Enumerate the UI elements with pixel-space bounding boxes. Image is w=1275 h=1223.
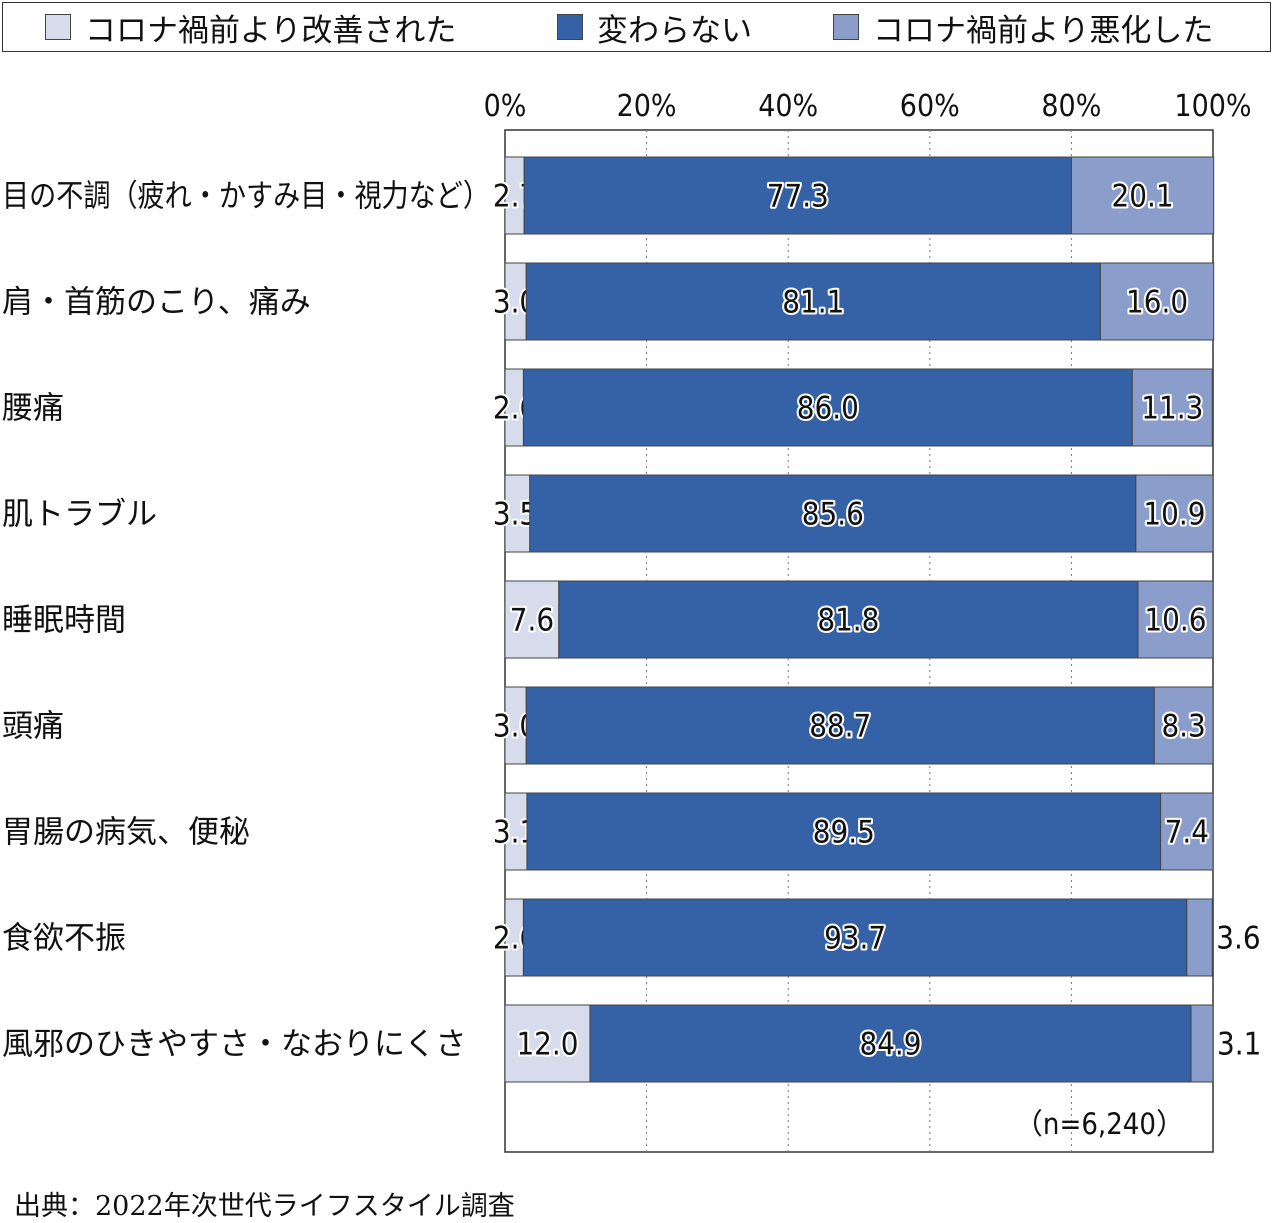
category-label: 目の不調（疲れ・かすみ目・視力など） <box>2 179 490 215</box>
data-label: 88.7 <box>809 709 871 745</box>
data-label: 85.6 <box>802 497 864 533</box>
bar-segment <box>1135 474 1214 553</box>
x-tick-label: 0% <box>484 89 527 124</box>
stacked-bar-chart: 0% 20% 40% 60% 80% 100%目の不調（疲れ・かすみ目・視力など） 2.7 7… <box>2 89 1261 1153</box>
category-label: 肌トラブル <box>2 497 157 533</box>
data-label: 7.4 <box>1165 815 1209 851</box>
data-label: 10.6 <box>1144 603 1206 639</box>
category-label: 睡眠時間 <box>2 603 126 639</box>
data-label: 3.6 <box>1216 921 1260 957</box>
bar-segment <box>558 580 1139 659</box>
data-label: 93.7 <box>824 921 886 957</box>
legend-item-worsened: コロナ禍前より悪化した <box>833 3 1213 51</box>
legend-item-unchanged: 変わらない <box>557 3 752 51</box>
data-label: 3.1 <box>1217 1027 1261 1063</box>
legend-label-worsened: コロナ禍前より悪化した <box>873 12 1214 49</box>
bar-segment <box>1137 580 1214 659</box>
category-label: 頭痛 <box>2 709 64 745</box>
legend-item-improved: コロナ禍前より改善された <box>45 3 456 51</box>
bar-segment <box>523 156 1072 235</box>
legend-swatch-worsened <box>833 14 859 40</box>
legend-label-unchanged: 変わらない <box>597 12 752 49</box>
bar-segment <box>525 686 1155 765</box>
x-tick-label: 40% <box>758 89 818 124</box>
bar-segment <box>1153 686 1214 765</box>
bar-segment <box>522 368 1133 447</box>
bar-segment <box>1160 792 1214 871</box>
legend-swatch-improved <box>45 14 71 40</box>
data-label: 10.9 <box>1143 497 1205 533</box>
data-label: 16.0 <box>1126 285 1188 321</box>
category-label: 風邪のひきやすさ・なおりにくさ <box>2 1027 466 1063</box>
category-label: 食欲不振 <box>2 921 126 957</box>
data-label: 84.9 <box>859 1027 921 1063</box>
x-tick-label: 100% <box>1174 89 1251 124</box>
bar-segment <box>1070 156 1215 235</box>
data-label: 7.6 <box>510 603 554 639</box>
bar-segment <box>1186 898 1213 977</box>
bar-segment <box>504 1004 591 1083</box>
legend-label-improved: コロナ禍前より改善された <box>85 12 457 49</box>
sample-size-note: （n=6,240） <box>1014 1107 1185 1141</box>
bar-segment <box>589 1004 1192 1083</box>
category-label: 肩・首筋のこり、痛み <box>2 285 311 321</box>
data-label: 77.3 <box>767 179 829 215</box>
legend: コロナ禍前より改善された 変わらない コロナ禍前より悪化した <box>2 2 1271 52</box>
data-label: 12.0 <box>516 1027 578 1063</box>
bar-segment <box>1131 368 1213 447</box>
data-label: 81.1 <box>782 285 844 321</box>
data-label: 89.5 <box>813 815 875 851</box>
legend-swatch-unchanged <box>557 14 583 40</box>
bar-segment <box>1190 1004 1214 1083</box>
bar-segment <box>1099 262 1215 341</box>
data-label: 81.8 <box>817 603 879 639</box>
source-note: 出典：2022年次世代ライフスタイル調査 <box>14 1191 515 1222</box>
category-label: 胃腸の病気、便秘 <box>2 815 250 851</box>
bar-segment <box>526 792 1162 871</box>
bar-segment <box>529 474 1137 553</box>
data-label: 20.1 <box>1112 179 1174 215</box>
category-label: 腰痛 <box>2 391 64 427</box>
bar-segment <box>504 474 531 553</box>
x-tick-label: 60% <box>900 89 960 124</box>
x-tick-label: 20% <box>617 89 677 124</box>
data-label: 11.3 <box>1141 391 1203 427</box>
data-label: 86.0 <box>797 391 859 427</box>
x-tick-label: 80% <box>1041 89 1101 124</box>
bar-segment <box>522 898 1188 977</box>
bar-segment <box>525 262 1101 341</box>
data-label: 8.3 <box>1161 709 1205 745</box>
